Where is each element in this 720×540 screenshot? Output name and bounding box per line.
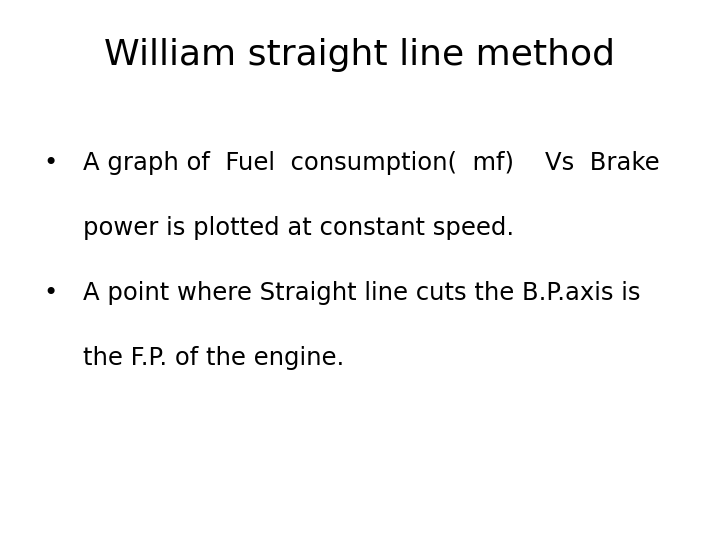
Text: A graph of  Fuel  consumption(  mf)    Vs  Brake: A graph of Fuel consumption( mf) Vs Brak… xyxy=(83,151,660,175)
Text: William straight line method: William straight line method xyxy=(104,38,616,72)
Text: •: • xyxy=(43,151,58,175)
Text: power is plotted at constant speed.: power is plotted at constant speed. xyxy=(83,216,514,240)
Text: •: • xyxy=(43,281,58,305)
Text: the F.P. of the engine.: the F.P. of the engine. xyxy=(83,346,344,369)
Text: A point where Straight line cuts the B.P.axis is: A point where Straight line cuts the B.P… xyxy=(83,281,640,305)
